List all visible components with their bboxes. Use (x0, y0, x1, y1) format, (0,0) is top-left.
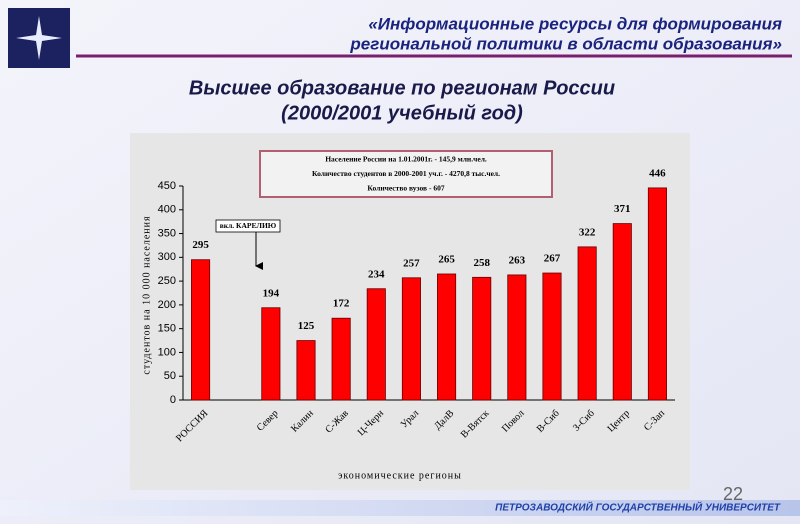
value-label: 257 (403, 257, 420, 269)
value-label: 258 (473, 257, 490, 269)
value-label: 125 (298, 320, 315, 332)
annotation-line: Количество вузов - 607 (367, 184, 444, 193)
bar (647, 187, 667, 401)
annotation-line: Количество студентов в 2000-2001 уч.г. -… (312, 169, 500, 178)
value-label: 295 (192, 239, 209, 251)
bar (577, 246, 597, 401)
callout-box (215, 219, 281, 233)
footer-text: ПЕТРОЗАВОДСКИЙ ГОСУДАРСТВЕННЫЙ УНИВЕРСИТ… (495, 501, 781, 514)
header-line: региональной политики в области образова… (349, 34, 782, 53)
bar (401, 277, 421, 401)
y-tick-label: 200 (158, 299, 176, 311)
value-label: 194 (263, 287, 280, 299)
y-tick-label: 300 (158, 251, 176, 263)
y-tick-label: 350 (158, 227, 176, 239)
bar (331, 317, 351, 401)
y-tick-label: 250 (158, 275, 176, 287)
bar (191, 259, 211, 401)
bar (437, 273, 457, 401)
y-tick-label: 0 (170, 394, 176, 406)
bar (366, 288, 386, 401)
page-number: 22 (723, 484, 743, 504)
value-label: 265 (438, 254, 455, 266)
bar (542, 272, 562, 401)
callout-text: вкл. КАРЕЛИЮ (220, 221, 277, 230)
value-label: 234 (368, 268, 385, 280)
header-line: «Информационные ресурсы для формирования (368, 14, 782, 33)
bar (612, 223, 632, 401)
y-tick-label: 450 (158, 180, 176, 192)
value-label: 267 (544, 253, 561, 265)
annotation-box (259, 150, 553, 198)
bar (296, 340, 316, 401)
slide-title: (2000/2001 учебный год) (281, 102, 523, 124)
bar (507, 274, 527, 401)
value-label: 263 (509, 254, 526, 266)
annotation-line: Население России на 1.01.2001г. - 145,9 … (325, 155, 487, 164)
bar (472, 276, 492, 401)
bar (261, 307, 281, 401)
value-label: 172 (333, 298, 350, 310)
value-label: 371 (614, 203, 631, 215)
value-label: 446 (649, 167, 666, 179)
y-tick-label: 150 (158, 323, 176, 335)
footer-band (0, 500, 800, 516)
value-label: 322 (579, 226, 596, 238)
y-tick-label: 50 (164, 370, 176, 382)
y-tick-label: 400 (158, 204, 176, 216)
slide-title: Высшее образование по регионам России (189, 77, 615, 99)
x-axis-title: экономические регионы (338, 470, 462, 481)
y-tick-label: 100 (158, 346, 176, 358)
logo-star (16, 16, 62, 60)
y-axis-title: студентов на 10 000 населения (141, 215, 152, 374)
